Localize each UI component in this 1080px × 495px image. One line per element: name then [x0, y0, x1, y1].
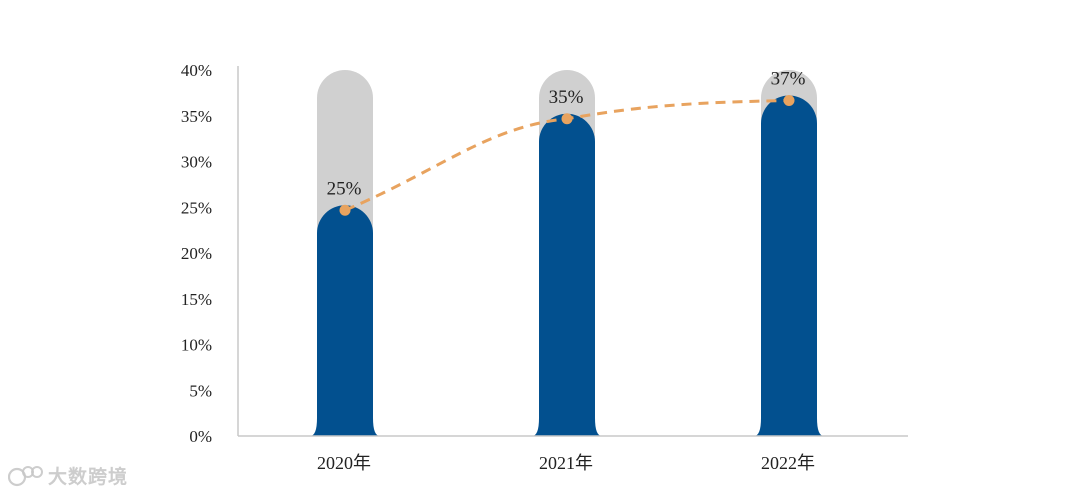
y-tick-label: 0% [189, 427, 212, 446]
data-label: 35% [549, 87, 584, 108]
x-tick-label: 2021年 [539, 453, 593, 473]
y-axis-ticks: 0% 5% 10% 15% 20% 25% 30% 35% 40% [181, 61, 212, 446]
y-tick-label: 10% [181, 336, 212, 355]
value-bar [532, 113, 602, 436]
trend-line [339, 94, 795, 216]
y-tick-label: 20% [181, 244, 212, 263]
value-bar [310, 205, 380, 436]
trend-point [561, 113, 573, 125]
watermark-logo-icon [8, 465, 43, 486]
y-tick-label: 40% [181, 61, 212, 80]
value-bars [310, 95, 824, 436]
value-bar [754, 95, 824, 436]
y-tick-label: 30% [181, 153, 212, 172]
data-labels: 25% 35% 37% [327, 68, 806, 199]
y-tick-label: 25% [181, 198, 212, 217]
trend-point [339, 204, 351, 216]
trend-point [783, 94, 795, 106]
data-label: 37% [771, 68, 806, 89]
y-tick-label: 15% [181, 290, 212, 309]
y-tick-label: 35% [181, 107, 212, 126]
watermark: 大数跨境 [8, 462, 128, 489]
data-label: 25% [327, 178, 362, 199]
x-tick-label: 2022年 [761, 453, 815, 473]
x-axis-labels: 2020年 2021年 2022年 [317, 453, 815, 473]
x-tick-label: 2020年 [317, 453, 371, 473]
y-tick-label: 5% [189, 381, 212, 400]
watermark-text: 大数跨境 [48, 466, 129, 488]
